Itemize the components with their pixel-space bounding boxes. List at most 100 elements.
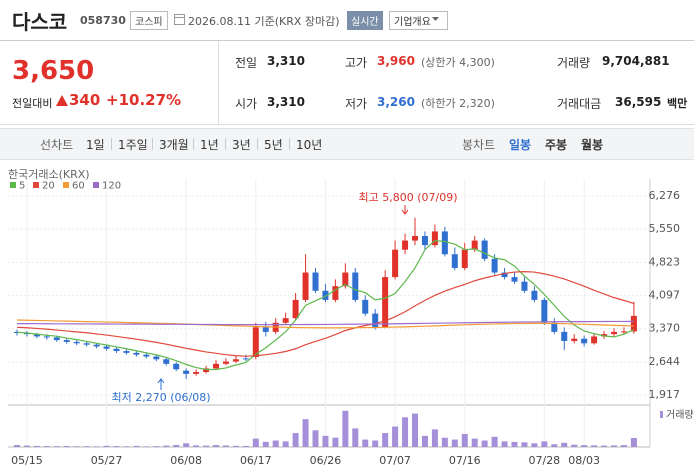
x-tick-label: 07/28 [528, 454, 560, 467]
volume-bar [143, 446, 150, 447]
period-tab[interactable]: 10년 [296, 138, 323, 152]
candle-chart-tab[interactable]: 봉차트 [462, 138, 496, 152]
candle-body [183, 370, 190, 374]
tab-separator [289, 138, 290, 150]
candle-body [332, 286, 339, 300]
moving-average-line [17, 320, 634, 326]
info-box [0, 40, 694, 125]
x-tick-label: 06/17 [240, 454, 272, 467]
candle-body [203, 368, 210, 373]
x-tick-label: 05/27 [91, 454, 123, 467]
x-tick-label: 07/07 [379, 454, 411, 467]
candle-body [33, 334, 40, 337]
volume-bar [123, 446, 130, 447]
volume-bar [491, 436, 498, 447]
volume-bar [133, 445, 140, 447]
candle-period-tab[interactable]: 일봉 [509, 138, 532, 152]
tab-separator [193, 138, 194, 150]
source-label: 한국거래소(KRX) [8, 168, 90, 181]
volume-bar [272, 440, 279, 447]
candle-body [282, 318, 289, 323]
candle-body [143, 354, 150, 357]
volume-bar [471, 438, 478, 447]
candle-body [441, 231, 448, 255]
candle-body [163, 359, 170, 364]
overview-button[interactable]: 기업개요 [389, 11, 448, 30]
line-chart-tab[interactable]: 선차트 [40, 138, 74, 152]
candle-body [222, 361, 229, 364]
stat-value: 3,310 [267, 95, 305, 109]
y-tick-label: 3,370 [649, 322, 681, 335]
candle-body [571, 338, 578, 342]
period-tab[interactable]: 3년 [232, 138, 251, 152]
candle-period-tab[interactable]: 주봉 [545, 138, 568, 152]
volume-bar [302, 419, 309, 447]
stock-name: 다스코 [12, 10, 68, 34]
candle-body [232, 359, 239, 362]
date-label: 2026.08.11 기준(KRX 장마감) [188, 15, 340, 28]
change: 340 [69, 91, 101, 109]
volume-bar [630, 437, 637, 447]
tab-separator [152, 138, 153, 150]
x-tick-label: 08/03 [568, 454, 600, 467]
period-tab[interactable]: 3개월 [159, 138, 189, 152]
period-tab[interactable]: 1일 [86, 138, 105, 152]
stat-value: 9,704,881 [602, 54, 670, 68]
candle-body [173, 363, 180, 370]
candle-body [113, 348, 120, 352]
candle-body [153, 356, 160, 360]
volume-bar [372, 440, 379, 447]
legend-swatch [33, 182, 39, 188]
volume-bar [63, 445, 70, 447]
volume-bar [611, 445, 617, 447]
volume-bar [431, 429, 438, 447]
period-tab[interactable]: 1년 [200, 138, 219, 152]
volume-bar [222, 445, 229, 447]
candle-period-tab[interactable]: 월봉 [581, 138, 604, 152]
candle-body [352, 272, 359, 300]
volume-bar [531, 443, 538, 447]
divider [218, 41, 219, 124]
realtime-button[interactable]: 실시간 [347, 11, 383, 30]
tab-separator [257, 138, 258, 150]
stat-note: 백만 [667, 97, 688, 110]
volume-bar [591, 445, 598, 447]
candle-body [362, 299, 369, 314]
volume-bar [581, 445, 588, 447]
stat-label: 거래대금 [557, 97, 602, 111]
candle-body [521, 281, 528, 291]
candle-body [541, 299, 548, 323]
candle-body [302, 272, 309, 300]
candle-body [63, 340, 70, 342]
candle-body [342, 272, 349, 287]
tab-separator [111, 138, 112, 150]
volume-bar [83, 446, 90, 447]
market-badge: 코스피 [130, 11, 168, 30]
legend-swatch [63, 182, 69, 188]
candle-body [43, 336, 50, 338]
y-tick-label: 1,917 [649, 388, 681, 401]
candle-body [213, 363, 219, 369]
legend-label: 60 [72, 181, 85, 192]
candle-body [93, 344, 100, 347]
candle-body [292, 299, 299, 319]
period-tab[interactable]: 5년 [264, 138, 283, 152]
candle-body [551, 322, 558, 332]
legend-label: 120 [102, 181, 121, 192]
y-tick-label: 2,644 [649, 355, 681, 368]
volume-bar [412, 413, 418, 447]
legend-label: 20 [42, 181, 55, 192]
volume-bar [561, 442, 568, 447]
volume-bar [262, 441, 269, 447]
volume-bar [461, 434, 468, 447]
period-tab[interactable]: 1주일 [118, 138, 148, 152]
x-tick-label: 06/08 [170, 454, 202, 467]
volume-bar [113, 446, 120, 447]
volume-bar [23, 445, 30, 447]
moving-average-line [16, 319, 634, 329]
stat-note: (하한가 2,320) [421, 97, 495, 110]
volume-bar [352, 428, 359, 447]
volume-bar [382, 433, 389, 447]
candle-body [73, 341, 80, 344]
